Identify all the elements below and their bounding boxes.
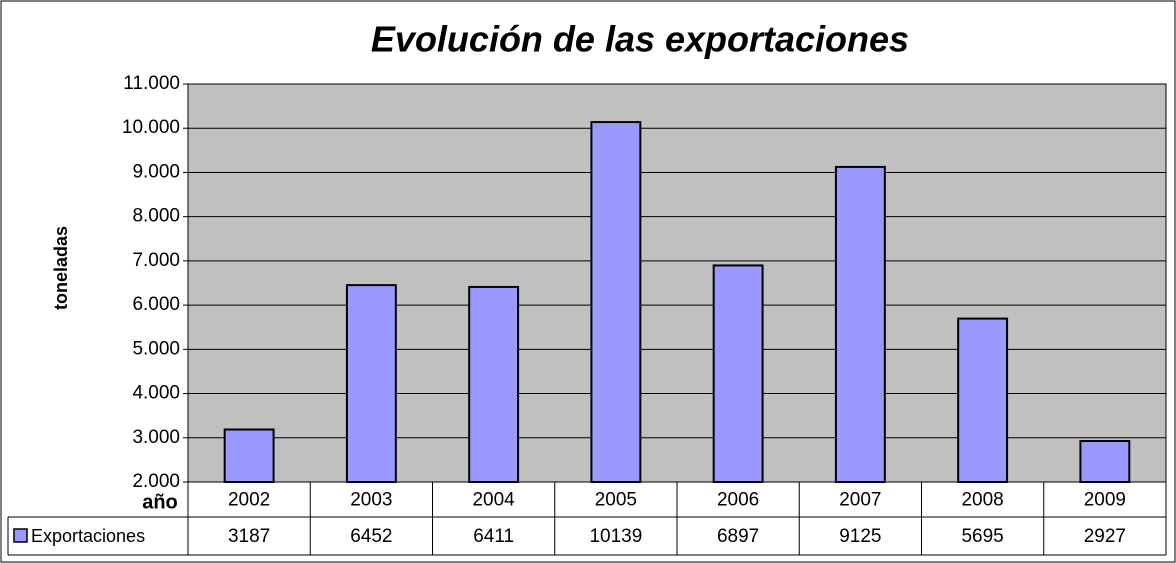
table-value: 6897 [717,526,759,547]
legend-key [13,528,28,543]
bar [712,264,764,484]
chart-title: Evolución de las exportaciones [371,19,909,60]
y-tick-label: 5.000 [132,338,180,359]
y-tick-label: 3.000 [132,427,180,448]
plot-area [188,84,1166,482]
table-value: 3187 [228,526,270,547]
table-value: 6411 [473,526,514,547]
table-value: 9125 [839,526,881,547]
x-tick-label: 2007 [839,490,881,511]
y-axis-label: toneladas [51,226,71,310]
y-tick-label: 6.000 [132,294,180,315]
table-value: 6452 [350,526,392,547]
bar [468,285,520,484]
bar [957,317,1009,483]
y-tick-label: 9.000 [132,161,180,182]
y-tick-label: 10.000 [122,117,180,138]
legend-label: Exportaciones [31,526,145,546]
x-tick-label: 2004 [472,490,515,511]
y-tick-label: 2.000 [132,471,180,492]
y-tick-label: 4.000 [132,383,180,404]
table-value: 10139 [589,526,642,547]
bar [590,121,642,483]
bar [834,165,886,484]
bar [345,284,397,484]
bar [1079,440,1131,484]
y-tick-label: 11.000 [123,73,180,94]
x-tick-label: 2009 [1084,490,1126,511]
x-tick-label: 2005 [595,490,637,511]
x-tick-label: 2002 [228,490,270,511]
table-value: 2927 [1084,526,1126,547]
x-tick-label: 2008 [961,490,1003,511]
x-axis-label: año [142,491,178,513]
table-value: 5695 [961,526,1003,547]
y-tick-label: 8.000 [132,206,180,227]
x-tick-label: 2006 [717,490,759,511]
y-tick-label: 7.000 [132,250,180,271]
x-tick-label: 2003 [350,490,392,511]
bar [223,428,275,483]
